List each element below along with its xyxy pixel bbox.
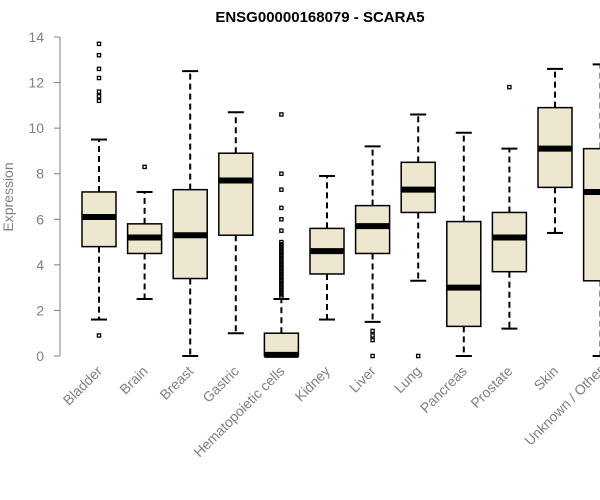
box-prostate bbox=[491, 211, 528, 273]
y-axis-title: Expression bbox=[0, 162, 16, 231]
outlier-point bbox=[370, 353, 375, 359]
y-tick-label: 12 bbox=[28, 75, 44, 91]
outlier-point bbox=[370, 333, 375, 338]
outlier-point bbox=[96, 93, 102, 99]
outlier-point bbox=[96, 66, 102, 72]
outlier-point bbox=[279, 228, 284, 233]
outlier-point bbox=[370, 328, 375, 334]
outlier-point bbox=[279, 276, 284, 281]
box-liver bbox=[354, 204, 391, 255]
y-axis-ticks: 0 2 4 6 8 10 12 14 bbox=[28, 29, 60, 364]
box-gastric bbox=[218, 152, 254, 236]
x-tick-label: Skin bbox=[531, 363, 562, 394]
outlier-point bbox=[279, 264, 284, 270]
outlier-point bbox=[96, 75, 102, 81]
outlier-point bbox=[96, 98, 102, 104]
x-tick-label: Liver bbox=[346, 363, 379, 396]
outlier-point bbox=[279, 251, 284, 256]
x-tick-label: Unknown / Other bbox=[521, 363, 600, 449]
outlier-point bbox=[96, 333, 102, 338]
box-unknown-other bbox=[582, 147, 600, 282]
y-tick-label: 8 bbox=[36, 166, 44, 182]
outlier-point bbox=[279, 294, 284, 300]
outlier-point bbox=[279, 289, 284, 295]
outlier-point bbox=[279, 205, 284, 211]
y-tick-label: 14 bbox=[28, 29, 44, 45]
outlier-point bbox=[96, 41, 102, 47]
outlier-point bbox=[279, 253, 284, 258]
outlier-point bbox=[279, 255, 284, 261]
outlier-point bbox=[279, 187, 284, 192]
x-tick-label: Kidney bbox=[292, 363, 334, 405]
outlier-point bbox=[279, 267, 284, 272]
outlier-point bbox=[96, 89, 102, 94]
outlier-point bbox=[279, 283, 284, 288]
outlier-point bbox=[279, 287, 284, 293]
outlier-point bbox=[279, 248, 284, 254]
outlier-point bbox=[279, 271, 284, 277]
x-tick-label: Hematopoietic cells bbox=[190, 363, 287, 460]
outlier-point bbox=[279, 112, 284, 117]
outlier-point bbox=[507, 84, 512, 90]
y-tick-label: 6 bbox=[36, 211, 44, 227]
outlier-point bbox=[279, 280, 284, 286]
outlier-point bbox=[96, 52, 102, 58]
x-tick-label: Lung bbox=[391, 363, 424, 396]
x-tick-label: Brain bbox=[116, 363, 150, 397]
box-pancreas bbox=[446, 220, 482, 328]
x-tick-label: Pancreas bbox=[417, 363, 470, 416]
outlier-point bbox=[279, 246, 284, 252]
x-tick-label: Breast bbox=[156, 363, 196, 403]
boxes bbox=[81, 106, 600, 358]
outlier-point bbox=[279, 278, 284, 284]
outlier-point bbox=[279, 239, 284, 245]
outlier-point bbox=[279, 285, 284, 290]
outlier-point bbox=[279, 244, 284, 249]
y-tick-label: 0 bbox=[36, 348, 44, 364]
outlier-point bbox=[279, 273, 284, 279]
x-tick-label: Prostate bbox=[467, 363, 515, 411]
chart-title: ENSG00000168079 - SCARA5 bbox=[215, 9, 424, 26]
outlier-point bbox=[279, 242, 284, 247]
outliers bbox=[96, 41, 512, 359]
y-tick-label: 4 bbox=[36, 257, 44, 273]
y-tick-label: 2 bbox=[36, 302, 44, 318]
outlier-point bbox=[279, 292, 284, 297]
outlier-point bbox=[279, 171, 284, 176]
outlier-point bbox=[279, 262, 284, 268]
whiskers bbox=[91, 63, 600, 357]
outlier-point bbox=[370, 337, 375, 343]
y-tick-label: 10 bbox=[28, 120, 44, 136]
x-tick-label: Bladder bbox=[60, 363, 106, 409]
x-tick-label: Gastric bbox=[199, 363, 242, 406]
outlier-point bbox=[279, 269, 284, 274]
outlier-point bbox=[142, 164, 147, 170]
outlier-point bbox=[415, 353, 421, 359]
outlier-point bbox=[279, 217, 284, 222]
outlier-point bbox=[279, 260, 284, 265]
outlier-point bbox=[279, 258, 284, 263]
